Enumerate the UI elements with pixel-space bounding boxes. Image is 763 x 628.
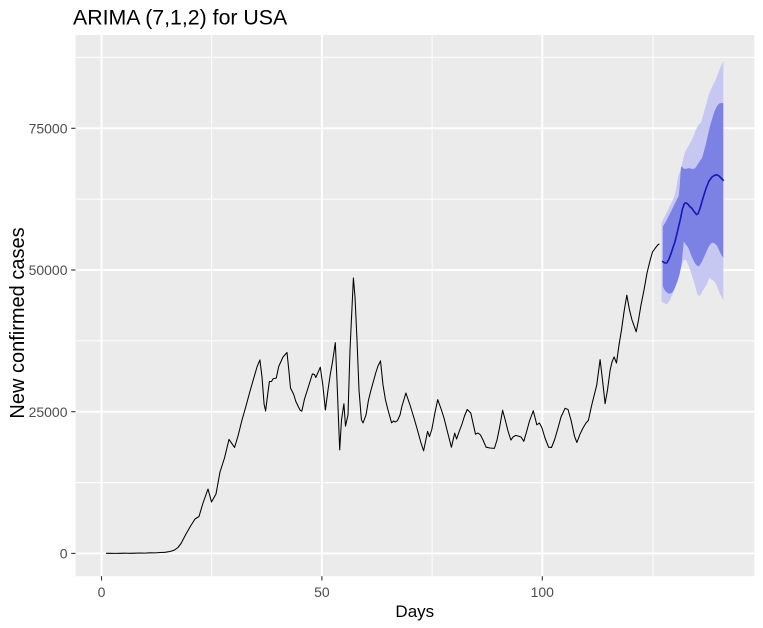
svg-text:Days: Days [395,602,434,621]
svg-text:New confirmed cases: New confirmed cases [7,227,29,418]
svg-text:ARIMA (7,1,2) for USA: ARIMA (7,1,2) for USA [73,5,288,29]
svg-text:25000: 25000 [29,404,68,420]
svg-text:0: 0 [98,584,106,600]
svg-text:50000: 50000 [29,262,68,278]
svg-text:75000: 75000 [29,120,68,136]
svg-text:100: 100 [531,584,555,600]
svg-text:50: 50 [314,584,330,600]
svg-text:0: 0 [60,546,68,562]
